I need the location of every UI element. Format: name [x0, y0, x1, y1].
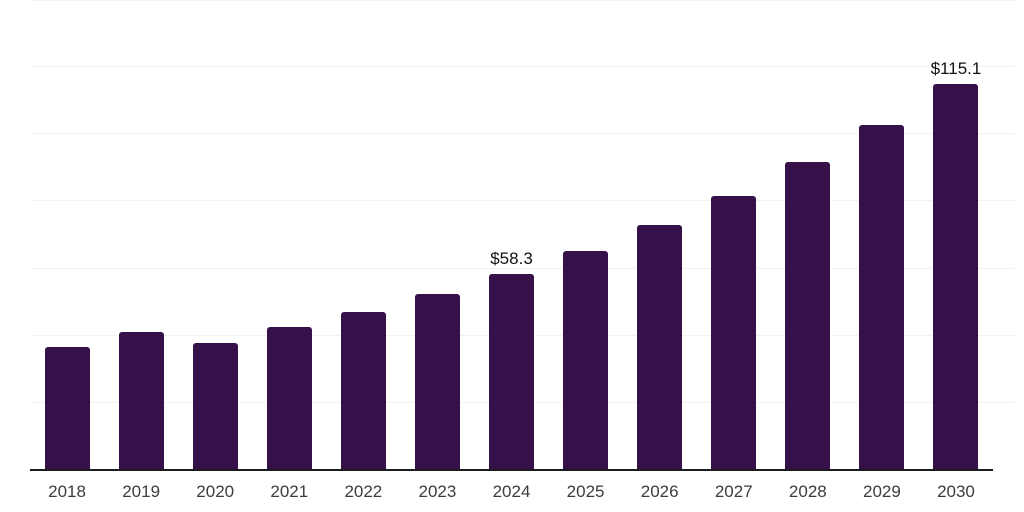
bar-2020 — [192, 343, 238, 470]
x-tick-2022: 2022 — [344, 482, 383, 501]
band-2025 — [549, 0, 623, 470]
x-tick-2025: 2025 — [566, 482, 605, 501]
bar-value-label-2024: $58.3 — [490, 249, 533, 269]
band-2018 — [30, 0, 104, 470]
x-axis-tick-labels: 2018 2019 2020 2021 2022 2023 2024 2025 2026 2027… — [30, 482, 993, 502]
x-axis-line — [30, 469, 993, 471]
x-tick-2019: 2019 — [122, 482, 161, 501]
bar-2028 — [785, 162, 831, 470]
band-2029 — [845, 0, 919, 470]
x-tick-2027: 2027 — [714, 482, 753, 501]
x-tick-2024: 2024 — [492, 482, 531, 501]
band-2019 — [104, 0, 178, 470]
x-tick-2030: 2030 — [937, 482, 975, 501]
x-tick-2029: 2029 — [862, 482, 901, 501]
band-2022 — [326, 0, 400, 470]
bar-value-label-2030: $115.1 — [930, 58, 982, 78]
band-2024: $58.3 — [474, 0, 548, 470]
bars-layer: $58.3 $115.1 — [30, 0, 993, 470]
x-tick-2020: 2020 — [196, 482, 235, 501]
bar-2022 — [340, 311, 386, 470]
band-2027 — [697, 0, 771, 470]
band-2021 — [252, 0, 326, 470]
bar-2029 — [859, 124, 905, 470]
bar-2019 — [118, 332, 164, 470]
x-tick-2018: 2018 — [48, 482, 86, 501]
band-2030: $115.1 — [919, 0, 993, 470]
bar-2030 — [933, 83, 979, 470]
bar-2024 — [489, 274, 534, 470]
plot-area: $58.3 $115.1 — [30, 0, 1014, 471]
bar-2025 — [563, 251, 609, 470]
band-2026 — [623, 0, 697, 470]
bar-2021 — [266, 327, 312, 470]
band-2028 — [771, 0, 845, 470]
band-2023 — [400, 0, 474, 470]
x-tick-2026: 2026 — [640, 482, 679, 501]
bar-2026 — [637, 224, 683, 470]
bar-2027 — [711, 196, 757, 470]
x-tick-2028: 2028 — [788, 482, 827, 501]
x-tick-2021: 2021 — [270, 482, 309, 501]
x-tick-2023: 2023 — [418, 482, 457, 501]
bar-2018 — [44, 346, 90, 470]
band-2020 — [178, 0, 252, 470]
bar-2023 — [414, 293, 460, 470]
